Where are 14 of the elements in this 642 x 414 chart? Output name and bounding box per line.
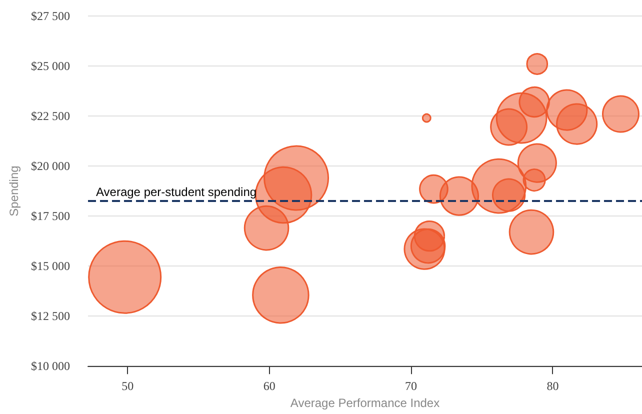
y-tick-label: $22 500	[31, 109, 70, 124]
y-tick-label: $27 500	[31, 9, 70, 23]
y-axis-title: Spending	[7, 166, 21, 216]
y-tick-label: $17 500	[31, 209, 70, 224]
x-tick-label: 80	[546, 379, 559, 394]
x-tick-label: 50	[122, 379, 134, 394]
x-tick-label: 70	[405, 379, 418, 394]
x-axis-title: Average Performance Index	[290, 396, 440, 410]
x-tick-label: 60	[263, 379, 276, 394]
y-tick-label: $10 000	[31, 359, 70, 374]
y-tick-label: $25 000	[31, 59, 70, 74]
y-tick-label: $15 000	[31, 259, 70, 274]
y-tick-label: $12 500	[31, 309, 70, 324]
y-tick-label: $20 000	[31, 159, 70, 174]
